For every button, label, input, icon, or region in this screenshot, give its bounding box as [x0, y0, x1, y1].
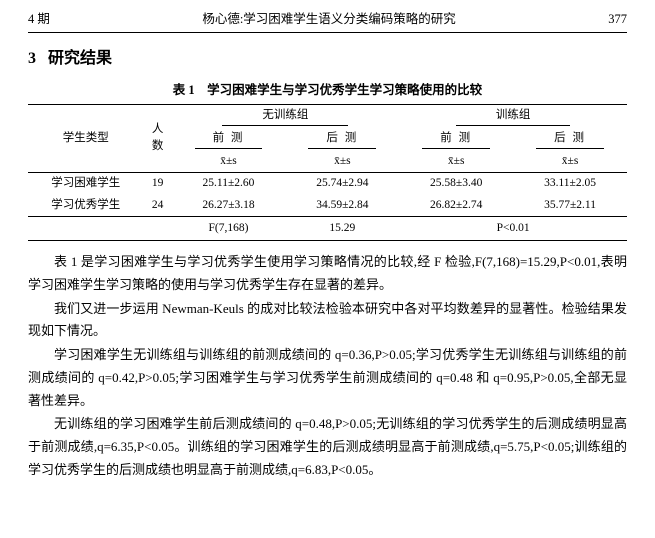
cell-n: 19 — [144, 173, 172, 195]
f-label: F(7,168) — [172, 216, 286, 240]
paragraph: 表 1 是学习困难学生与学习优秀学生使用学习策略情况的比较,经 F 检验,F(7… — [28, 251, 627, 297]
paragraph: 无训练组的学习困难学生前后测成绩间的 q=0.48,P>0.05;无训练组的学习… — [28, 413, 627, 481]
cell-value: 33.11±2.05 — [513, 173, 627, 195]
stat-label: x̄±s — [399, 151, 513, 173]
table-row: 学习优秀学生 24 26.27±3.18 34.59±2.84 26.82±2.… — [28, 195, 627, 217]
col-n: 人数 — [144, 104, 172, 173]
paragraph: 学习困难学生无训练组与训练组的前测成绩间的 q=0.36,P>0.05;学习优秀… — [28, 344, 627, 412]
cell-value: 35.77±2.11 — [513, 195, 627, 217]
group-untrained: 无训练组 — [172, 104, 400, 128]
table-footer: F(7,168) 15.29 P<0.01 — [28, 216, 627, 240]
table-caption: 表 1 学习困难学生与学习优秀学生学习策略使用的比较 — [28, 81, 627, 100]
cell-value: 25.11±2.60 — [172, 173, 286, 195]
cell-value: 25.74±2.94 — [285, 173, 399, 195]
cell-value: 26.82±2.74 — [399, 195, 513, 217]
comparison-table: 学生类型 人数 无训练组 训练组 前 测 后 测 前 测 后 测 x̄±s x̄… — [28, 104, 627, 242]
cell-value: 25.58±3.40 — [399, 173, 513, 195]
issue-label: 4 期 — [28, 10, 50, 29]
stat-label: x̄±s — [285, 151, 399, 173]
f-value: 15.29 — [285, 216, 399, 240]
page-header: 4 期 杨心德:学习困难学生语义分类编码策略的研究 377 — [28, 10, 627, 33]
col-student-type: 学生类型 — [28, 104, 144, 173]
section-number: 3 — [28, 50, 36, 67]
page-number: 377 — [608, 10, 627, 29]
stat-label: x̄±s — [513, 151, 627, 173]
stat-label: x̄±s — [172, 151, 286, 173]
cell-value: 26.27±3.18 — [172, 195, 286, 217]
col-pre: 前 测 — [399, 128, 513, 151]
col-post: 后 测 — [513, 128, 627, 151]
cell-value: 34.59±2.84 — [285, 195, 399, 217]
section-heading: 3 研究结果 — [28, 47, 627, 71]
running-title: 杨心德:学习困难学生语义分类编码策略的研究 — [202, 10, 455, 29]
section-title: 研究结果 — [48, 50, 112, 67]
p-value: P<0.01 — [399, 216, 627, 240]
col-pre: 前 测 — [172, 128, 286, 151]
col-post: 后 测 — [285, 128, 399, 151]
cell-type: 学习优秀学生 — [28, 195, 144, 217]
group-trained: 训练组 — [399, 104, 627, 128]
cell-type: 学习困难学生 — [28, 173, 144, 195]
cell-n: 24 — [144, 195, 172, 217]
paragraph: 我们又进一步运用 Newman-Keuls 的成对比较法检验本研究中各对平均数差… — [28, 298, 627, 344]
table-row: 学习困难学生 19 25.11±2.60 25.74±2.94 25.58±3.… — [28, 173, 627, 195]
